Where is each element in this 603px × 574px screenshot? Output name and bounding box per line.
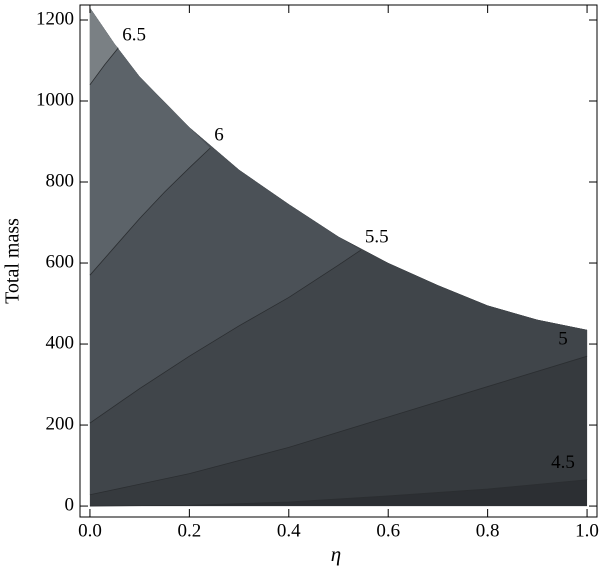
x-tick-label: 0.8 — [476, 520, 500, 541]
y-tick-label: 800 — [46, 170, 75, 191]
contour-line — [89, 249, 362, 424]
x-axis-label: η — [331, 542, 341, 566]
x-tick-label: 0.4 — [277, 520, 301, 541]
x-tick-label: 0.2 — [177, 520, 201, 541]
contour-label: 5.5 — [365, 226, 389, 247]
contour-label: 4.5 — [551, 452, 575, 473]
y-axis-label: Total mass — [2, 218, 24, 304]
contour-line — [89, 147, 211, 276]
x-tick-label: 0.0 — [78, 520, 102, 541]
contour-line — [89, 355, 588, 496]
contour-band — [89, 7, 119, 85]
x-tick-label: 1.0 — [575, 520, 599, 541]
contour-line — [89, 47, 119, 86]
y-tick-label: 0 — [65, 494, 75, 515]
y-tick-label: 1000 — [36, 89, 74, 110]
plot-frame — [79, 4, 598, 518]
contour-label: 6.5 — [122, 24, 146, 45]
y-tick-label: 400 — [46, 332, 75, 353]
contour-label: 6 — [214, 124, 224, 145]
x-tick-label: 0.6 — [376, 520, 400, 541]
y-tick-label: 200 — [46, 413, 75, 434]
y-tick-label: 1200 — [36, 8, 74, 29]
contour-band — [89, 7, 211, 276]
contour-label: 5 — [558, 329, 568, 350]
y-tick-label: 600 — [46, 251, 75, 272]
contour-line — [89, 479, 588, 507]
